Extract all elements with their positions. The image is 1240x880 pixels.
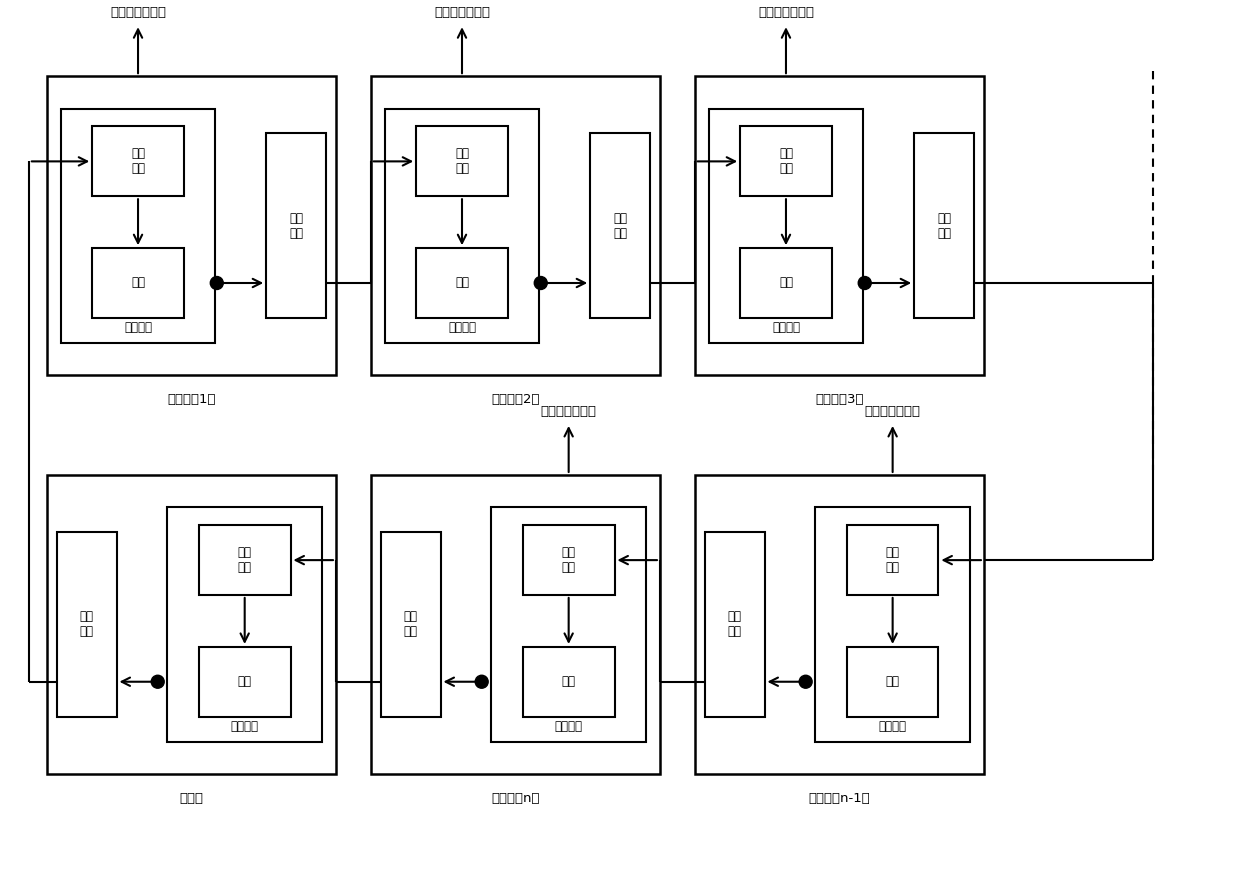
Bar (709, 108, 863, 343)
Bar (57, 532, 117, 716)
Text: 反相: 反相 (238, 675, 252, 688)
Text: 从节点（n-1）: 从节点（n-1） (808, 792, 870, 805)
Bar (590, 134, 650, 318)
Circle shape (475, 675, 489, 688)
Bar (417, 127, 508, 196)
Text: 接收模块: 接收模块 (554, 720, 583, 732)
Text: 光纤
发送: 光纤 发送 (289, 212, 303, 239)
Text: 光纤
接收: 光纤 接收 (562, 546, 575, 574)
Text: 光纤
发送: 光纤 发送 (728, 611, 742, 638)
Bar (704, 532, 765, 716)
Bar (371, 475, 660, 774)
Bar (198, 647, 290, 716)
Bar (267, 134, 326, 318)
Text: 同步信号检测点: 同步信号检测点 (541, 405, 596, 418)
Circle shape (858, 276, 872, 290)
Bar (816, 507, 970, 742)
Text: 接收模块: 接收模块 (879, 720, 906, 732)
Text: 光纤
接收: 光纤 接收 (238, 546, 252, 574)
Text: 从节点（3）: 从节点（3） (815, 393, 863, 407)
Text: 反相: 反相 (455, 276, 469, 290)
Text: 光纤
接收: 光纤 接收 (455, 147, 469, 175)
Text: 反相: 反相 (885, 675, 900, 688)
Bar (740, 248, 832, 318)
Circle shape (211, 276, 223, 290)
Text: 光纤
发送: 光纤 发送 (404, 611, 418, 638)
Text: 光纤
发送: 光纤 发送 (613, 212, 627, 239)
Text: 接收模块: 接收模块 (448, 321, 476, 334)
Text: 同步信号检测点: 同步信号检测点 (110, 6, 166, 19)
Text: 光纤
发送: 光纤 发送 (937, 212, 951, 239)
Circle shape (800, 675, 812, 688)
Text: 接收模块: 接收模块 (773, 321, 800, 334)
Text: 同步信号检测点: 同步信号检测点 (864, 405, 920, 418)
Bar (694, 475, 983, 774)
Text: 光纤
接收: 光纤 接收 (885, 546, 900, 574)
Text: 从节点（n）: 从节点（n） (491, 792, 539, 805)
Text: 接收模块: 接收模块 (231, 720, 259, 732)
Text: 同步信号检测点: 同步信号检测点 (434, 6, 490, 19)
Bar (417, 248, 508, 318)
Bar (491, 507, 646, 742)
Bar (61, 108, 216, 343)
Text: 光纤
发送: 光纤 发送 (79, 611, 94, 638)
Bar (740, 127, 832, 196)
Bar (198, 525, 290, 595)
Bar (523, 647, 615, 716)
Bar (847, 647, 939, 716)
Circle shape (534, 276, 547, 290)
Bar (92, 127, 184, 196)
Bar (694, 77, 983, 375)
Bar (381, 532, 440, 716)
Text: 接收模块: 接收模块 (124, 321, 153, 334)
Text: 同步信号检测点: 同步信号检测点 (758, 6, 813, 19)
Text: 反相: 反相 (131, 276, 145, 290)
Bar (167, 507, 322, 742)
Bar (914, 134, 973, 318)
Text: 主节点: 主节点 (180, 792, 203, 805)
Bar (92, 248, 184, 318)
Bar (847, 525, 939, 595)
Text: 反相: 反相 (562, 675, 575, 688)
Bar (371, 77, 660, 375)
Bar (384, 108, 539, 343)
Bar (523, 525, 615, 595)
Bar (47, 77, 336, 375)
Text: 光纤
接收: 光纤 接收 (779, 147, 792, 175)
Text: 从节点（1）: 从节点（1） (167, 393, 216, 407)
Text: 光纤
接收: 光纤 接收 (131, 147, 145, 175)
Bar (47, 475, 336, 774)
Text: 从节点（2）: 从节点（2） (491, 393, 539, 407)
Text: 反相: 反相 (779, 276, 792, 290)
Circle shape (151, 675, 164, 688)
